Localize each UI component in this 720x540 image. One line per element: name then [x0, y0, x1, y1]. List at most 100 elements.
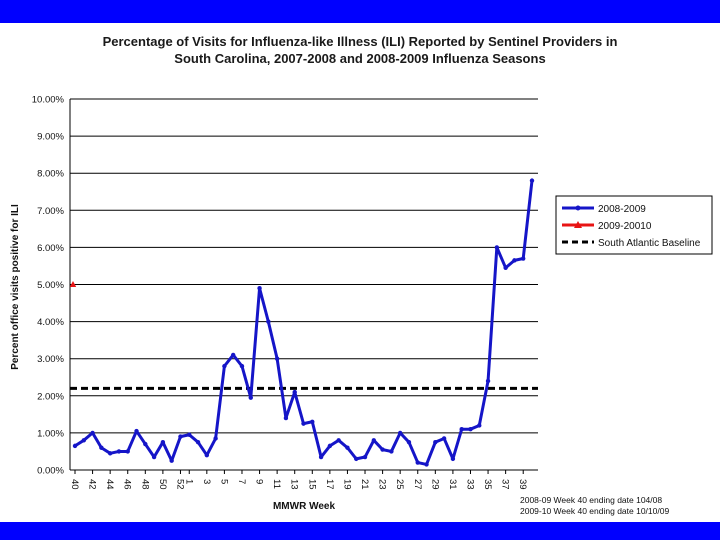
data-point-2008-2009	[415, 460, 420, 465]
bottom-banner	[0, 522, 720, 540]
data-point-2008-2009	[222, 363, 227, 369]
x-axis-title: MMWR Week	[273, 501, 335, 512]
x-tick-label: 46	[122, 479, 133, 490]
legend-label-2009-20010: 2009-20010	[598, 221, 652, 232]
data-point-2008-2009	[362, 454, 368, 460]
x-tick-label: 31	[447, 479, 458, 490]
legend-label-2008-2009: 2008-2009	[598, 204, 646, 215]
data-point-2008-2009	[230, 352, 236, 358]
chart-title-line2: South Carolina, 2007-2008 and 2008-2009 …	[174, 51, 546, 66]
data-point-2008-2009	[389, 449, 394, 454]
data-point-2008-2009	[503, 265, 508, 271]
y-axis-title: Percent office visits positive for ILI	[10, 204, 21, 370]
top-banner	[0, 0, 720, 23]
series-group	[69, 178, 535, 467]
x-tick-label: 35	[482, 479, 493, 490]
data-point-2008-2009	[406, 439, 412, 445]
x-tick-label: 29	[429, 479, 440, 490]
data-point-2008-2009	[213, 436, 218, 441]
y-tick-label: 6.00%	[37, 243, 64, 254]
data-point-2008-2009	[257, 286, 262, 291]
y-tick-label: 1.00%	[37, 428, 64, 439]
data-point-2008-2009	[90, 430, 95, 436]
data-point-2008-2009	[529, 178, 535, 183]
x-tick-label: 21	[359, 479, 370, 490]
data-point-2008-2009	[248, 395, 253, 400]
data-point-2008-2009	[195, 439, 201, 445]
gridlines	[69, 98, 538, 471]
legend: 2008-2009 2009-20010 South Atlantic Base…	[555, 195, 713, 255]
x-tick-label: 9	[254, 479, 265, 484]
data-point-2008-2009	[99, 445, 104, 450]
y-tick-label: 0.00%	[37, 466, 64, 477]
data-point-2008-2009	[354, 456, 359, 462]
x-tick-label: 33	[464, 479, 475, 490]
data-point-2008-2009	[521, 256, 526, 261]
data-point-2008-2009	[169, 458, 174, 463]
x-tick-label: 11	[271, 479, 282, 489]
y-tick-label: 9.00%	[37, 132, 64, 143]
y-tick-label: 2.00%	[37, 391, 64, 402]
y-tick-label: 3.00%	[37, 354, 64, 365]
data-point-2008-2009	[107, 451, 113, 456]
data-point-2008-2009	[485, 378, 491, 384]
data-point-2008-2009	[336, 438, 341, 443]
data-point-2008-2009	[459, 426, 464, 432]
x-tick-label: 48	[139, 479, 150, 490]
x-tick-label: 7	[236, 479, 247, 484]
y-tick-label: 4.00%	[37, 317, 64, 328]
x-tick-label: 50	[157, 479, 168, 490]
x-axis-ticks: 40 42 44 46 48 50 521 3 5 7 9 11 13 15 17 19 21 23 25 27 29 3…	[69, 470, 528, 490]
data-point-2008-2009	[371, 438, 377, 443]
y-axis-ticks: 0.00% 1.00% 2.00% 3.00% 4.00% 5.00% 6.00% 7.00%…	[32, 95, 65, 477]
data-point-2008-2009	[468, 426, 473, 432]
x-tick-label: 39	[517, 479, 528, 490]
data-point-2009-20010	[69, 281, 77, 287]
data-point-2008-2009	[301, 421, 306, 426]
x-tick-label: 15	[306, 479, 317, 490]
footnote-line2: 2009-10 Week 40 ending date 10/10/09	[520, 506, 669, 516]
y-tick-label: 5.00%	[37, 280, 64, 291]
data-point-2008-2009	[380, 447, 385, 452]
x-tick-label: 19	[341, 479, 352, 490]
x-tick-label: 3	[201, 479, 212, 484]
x-tick-label: 23	[377, 479, 388, 490]
data-point-2008-2009	[116, 449, 122, 454]
data-point-2008-2009	[450, 456, 456, 462]
x-tick-label: 13	[289, 479, 300, 490]
data-point-2008-2009	[477, 423, 482, 428]
data-point-2008-2009	[327, 443, 333, 449]
legend-marker-2009-20010	[574, 221, 582, 228]
x-tick-label: 17	[324, 479, 335, 490]
data-point-2008-2009	[274, 356, 280, 361]
data-point-2008-2009	[424, 462, 429, 467]
x-tick-label: 27	[412, 479, 423, 490]
x-tick-label: 25	[394, 479, 405, 490]
data-point-2008-2009	[134, 428, 139, 434]
data-point-2008-2009	[239, 363, 245, 369]
data-point-2008-2009	[512, 258, 517, 263]
chart-title: Percentage of Visits for Influenza-like …	[0, 33, 720, 67]
data-point-2008-2009	[81, 438, 86, 443]
data-point-2008-2009	[204, 452, 210, 458]
y-tick-label: 10.00%	[32, 95, 65, 106]
x-tick-label: 52	[174, 479, 185, 490]
data-point-2008-2009	[494, 245, 500, 250]
data-point-2008-2009	[318, 454, 324, 460]
x-tick-label: 37	[500, 479, 511, 490]
legend-label-baseline: South Atlantic Baseline	[598, 238, 701, 249]
data-point-2008-2009	[266, 319, 271, 324]
data-point-2008-2009	[187, 432, 192, 437]
data-point-2008-2009	[441, 436, 447, 441]
x-tick-label: 44	[104, 479, 115, 490]
data-point-2008-2009	[178, 434, 183, 439]
x-tick-label: 5	[218, 479, 229, 484]
data-point-2008-2009	[310, 419, 315, 424]
data-point-2008-2009	[292, 389, 297, 395]
data-point-2008-2009	[397, 430, 403, 436]
x-tick-label: 42	[87, 479, 98, 490]
legend-marker-2008-2009	[575, 205, 581, 211]
data-point-2008-2009	[283, 415, 289, 421]
data-point-2008-2009	[433, 439, 438, 445]
